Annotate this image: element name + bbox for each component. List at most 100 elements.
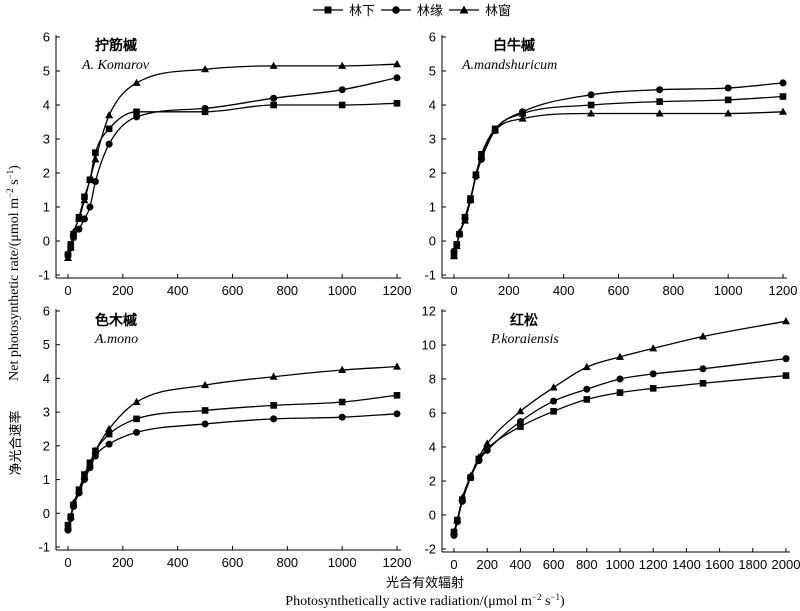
data-point-triangle: [460, 216, 469, 224]
y-tick-label: 6: [43, 30, 50, 45]
legend-item-edge: 林缘: [381, 4, 443, 19]
y-axis-label-cn: 净光合速率: [8, 410, 24, 475]
data-point-circle: [779, 79, 787, 87]
x-label-sup2: −1: [550, 592, 560, 602]
x-tick-label: 0: [64, 555, 71, 570]
y-tick-label: 1: [43, 472, 50, 487]
data-point-triangle: [477, 151, 486, 159]
data-point-circle: [86, 203, 94, 211]
y-tick-label: 6: [429, 30, 436, 45]
data-point-square: [649, 385, 657, 392]
x-tick-label: 600: [543, 557, 565, 572]
series-line-square: [67, 102, 398, 255]
x-tick-label: 1200: [383, 283, 412, 298]
legend-triangle-marker: [459, 5, 469, 14]
data-point-circle: [270, 415, 278, 423]
legend: 林下 林缘 林窗: [313, 3, 511, 19]
data-point-circle: [270, 94, 278, 102]
data-point-triangle: [64, 253, 72, 261]
y-tick-label: 3: [43, 405, 50, 420]
data-point-triangle: [458, 493, 467, 501]
y-axis-label: 净光合速率 Net photosynthetic rate/(μmol m−2 …: [5, 165, 24, 476]
data-point-square: [724, 96, 732, 104]
data-point-triangle: [91, 446, 100, 454]
data-point-square: [105, 125, 113, 133]
data-point-triangle: [452, 241, 461, 250]
data-point-circle: [724, 84, 732, 92]
x-label-sup1: −2: [532, 592, 542, 602]
data-point-square: [616, 389, 624, 396]
data-point-triangle: [483, 439, 492, 447]
y-axis-label-en: Net photosynthetic rate/(μmol m−2 s−1): [5, 165, 22, 381]
y-tick-label: -1: [38, 540, 50, 555]
y-tick-label: 4: [429, 98, 436, 113]
x-tick-label: 200: [498, 283, 520, 298]
data-point-triangle: [338, 365, 347, 373]
data-point-circle: [656, 86, 664, 94]
data-point-triangle: [74, 487, 83, 495]
legend-label-edge: 林缘: [417, 4, 443, 19]
x-tick-label: 1000: [328, 283, 357, 298]
data-point-square: [779, 93, 787, 100]
data-point-triangle: [466, 196, 475, 204]
panel-title: 拧筋槭: [95, 37, 137, 54]
panel-subtitle: A.mandshuricum: [461, 58, 557, 73]
data-point-square: [656, 98, 663, 105]
y-label-text: Net photosynthetic rate/(μmol m: [7, 198, 22, 381]
x-tick-label: 800: [276, 283, 298, 298]
x-tick-label: 1200: [769, 283, 798, 298]
data-point-circle: [80, 215, 88, 223]
x-tick-label: 800: [276, 555, 298, 570]
data-point-square: [92, 149, 99, 156]
data-point-triangle: [201, 65, 210, 73]
data-point-square: [338, 398, 346, 406]
data-point-circle: [201, 104, 209, 112]
x-tick-label: 1000: [328, 555, 357, 570]
x-tick-label: 200: [476, 557, 498, 572]
y-tick-label: 6: [429, 406, 436, 421]
data-point-triangle: [91, 155, 100, 163]
data-point-square: [133, 108, 140, 116]
data-point-triangle: [516, 407, 525, 415]
x-tick-label: 600: [608, 283, 630, 298]
data-point-circle: [133, 428, 141, 436]
data-point-triangle: [616, 352, 624, 360]
legend-label-understory: 林下: [349, 4, 375, 19]
data-point-triangle: [518, 114, 527, 122]
data-point-triangle: [85, 175, 94, 183]
x-tick-label: 400: [167, 555, 189, 570]
data-point-circle: [201, 420, 209, 428]
series-line-circle: [453, 357, 787, 536]
data-point-triangle: [450, 252, 458, 260]
x-tick-label: 1400: [672, 557, 701, 572]
series-line-triangle: [67, 365, 398, 527]
y-tick-label: -2: [424, 542, 436, 557]
series-line-circle: [67, 413, 398, 531]
y-tick-label: 10: [422, 338, 436, 353]
x-tick-label: 2000: [772, 557, 800, 572]
data-point-circle: [550, 397, 558, 405]
data-point-circle: [616, 375, 624, 383]
data-point-triangle: [491, 126, 500, 134]
legend-label-gap: 林窗: [485, 3, 511, 19]
y-tick-label: 0: [43, 234, 50, 249]
x-tick-label: 1800: [738, 557, 767, 572]
y-tick-label: 5: [43, 64, 50, 79]
data-point-circle: [649, 370, 657, 378]
y-tick-label: 0: [43, 506, 50, 521]
data-point-square: [105, 430, 113, 438]
data-point-square: [338, 101, 346, 109]
y-tick-label: 4: [43, 98, 50, 113]
series-line-square: [67, 394, 398, 526]
data-point-triangle: [724, 109, 733, 117]
data-point-triangle: [74, 214, 83, 222]
x-tick-label: 1000: [714, 283, 743, 298]
series-line-square: [453, 95, 784, 255]
data-point-circle: [483, 446, 491, 454]
data-point-circle: [782, 355, 790, 363]
y-tick-label: 2: [43, 166, 50, 181]
data-point-triangle: [201, 380, 210, 389]
data-point-triangle: [549, 383, 558, 391]
data-point-circle: [133, 113, 141, 121]
data-point-triangle: [105, 424, 114, 432]
